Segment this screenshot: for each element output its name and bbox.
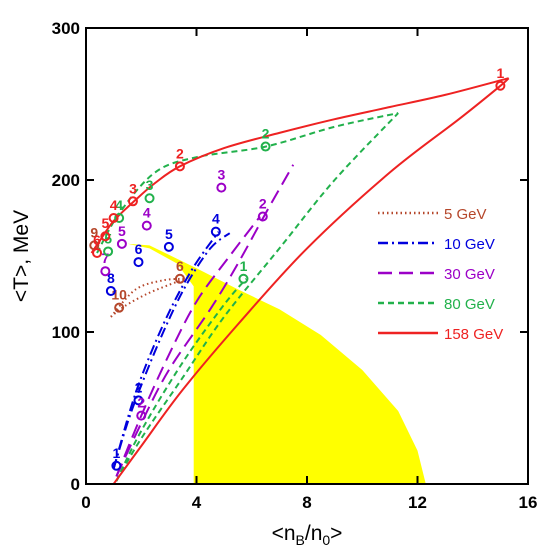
series-5-gev-marker-2 (174, 273, 185, 284)
series-30-gev-marker-6 (257, 211, 268, 222)
series-158-gev-marker-3 (127, 196, 138, 207)
series-30-gev-marker-label-5: 3 (217, 167, 225, 183)
x-tick-label: 16 (519, 493, 538, 512)
series-30-gev-marker-2 (100, 266, 111, 277)
series-80-gev-marker-label-3: 4 (115, 197, 123, 213)
series-10-gev-marker-label-6: 4 (212, 211, 220, 227)
series-10-gev-marker-label-2: 2 (135, 379, 143, 395)
series-158-gev-curve-1 (112, 77, 510, 485)
series-5-gev-marker-label-2: 6 (176, 258, 184, 274)
series-158-gev-marker-2 (174, 161, 185, 172)
x-axis-title-part: 0 (322, 532, 330, 548)
y-axis-title: <T>, MeV (10, 210, 33, 302)
legend-label-10-gev: 10 GeV (444, 236, 495, 253)
series-158-gev-marker-label-1: 1 (496, 65, 504, 81)
legend-label-5-gev: 5 GeV (444, 206, 487, 223)
series-10-gev-curve-2 (112, 231, 220, 470)
legend-label-30-gev: 30 GeV (444, 266, 495, 283)
series-80-gev-marker-4 (144, 193, 155, 204)
x-tick-label: 12 (408, 493, 427, 512)
legend-label-80-gev: 80 GeV (444, 296, 495, 313)
series-30-gev-marker-label-4: 4 (143, 205, 151, 221)
series-158-gev-marker-1 (495, 80, 506, 91)
x-axis-title-part: <n (272, 522, 296, 545)
x-tick-label: 8 (302, 493, 311, 512)
shaded-region (127, 243, 426, 484)
series-10-gev-marker-label-1: 1 (112, 445, 120, 461)
series-80-gev-marker-label-1: 1 (240, 258, 248, 274)
series-158-gev-curve-2 (90, 77, 509, 254)
series-30-gev-marker-4 (141, 220, 152, 231)
series-10-gev-marker-1 (111, 460, 122, 471)
series-80-gev-curve-1 (115, 112, 399, 482)
series-10-gev-curve-1 (112, 232, 231, 470)
series-158-gev-marker-label-4: 4 (110, 197, 118, 213)
series-5-gev-marker-label-3: 9 (90, 224, 98, 240)
series-158-gev-marker-label-5: 5 (101, 215, 109, 231)
series-30-gev-marker-label-3: 5 (118, 223, 126, 239)
series-10-gev-marker-2 (133, 395, 144, 406)
series-80-gev-marker-3 (114, 213, 125, 223)
x-axis-title-part: > (330, 522, 342, 545)
series-158-gev-marker-label-3: 3 (129, 180, 137, 196)
series-30-gev-marker-label-6: 2 (259, 195, 267, 211)
y-tick-label: 100 (52, 323, 80, 342)
series-30-gev-marker-3 (116, 238, 127, 249)
x-axis-title: <nB/n0> (272, 522, 343, 548)
series-5-gev-curve-1 (110, 277, 186, 318)
shaded-region-layer (127, 243, 426, 484)
series-80-gev-marker-label-4: 3 (146, 177, 154, 193)
legend-label-158-gev: 158 GeV (444, 326, 503, 343)
series-30-gev-marker-5 (216, 182, 227, 193)
series-10-gev-marker-label-5: 5 (165, 226, 173, 242)
series-158-gev-marker-label-6: 6 (93, 232, 101, 248)
series-158-gev-marker-4 (108, 213, 119, 223)
y-tick-label: 0 (71, 475, 80, 494)
series-10-gev-marker-6 (210, 226, 221, 237)
series-30-gev-marker-label-2: 7 (101, 250, 109, 266)
series-10-gev-marker-5 (163, 241, 174, 252)
legend: 5 GeV 10 GeV 30 GeV 80 GeV 158 GeV (378, 206, 503, 343)
x-tick-label: 4 (192, 493, 202, 512)
series-158-gev-marker-5 (100, 231, 111, 242)
x-axis-title-part: /n (305, 522, 323, 545)
series-80-gev-marker-5 (260, 141, 271, 152)
series-80-gev-marker-1 (238, 273, 249, 284)
series-10-gev-marker-3 (105, 285, 116, 296)
series-5-gev-marker-1 (114, 302, 125, 313)
series-10-gev-marker-label-4: 6 (135, 241, 143, 257)
y-tick-label: 200 (52, 171, 80, 190)
series-80-gev-marker-label-5: 2 (262, 126, 270, 142)
x-tick-label: 0 (81, 493, 90, 512)
series-80-gev-marker-2 (103, 246, 114, 257)
series-30-gev-marker-1 (136, 410, 147, 421)
series-158-gev-marker-label-2: 2 (176, 145, 184, 161)
series-30-gev-curve-2 (115, 215, 261, 477)
y-tick-label: 300 (52, 19, 80, 38)
series-10-gev-marker-label-3: 8 (107, 270, 115, 286)
series-158-gev-marker-6 (92, 247, 103, 258)
series-30-gev-marker-label-1: 2 (137, 395, 145, 411)
x-axis-title-part: B (296, 532, 305, 548)
series-10-gev-marker-4 (133, 257, 144, 268)
